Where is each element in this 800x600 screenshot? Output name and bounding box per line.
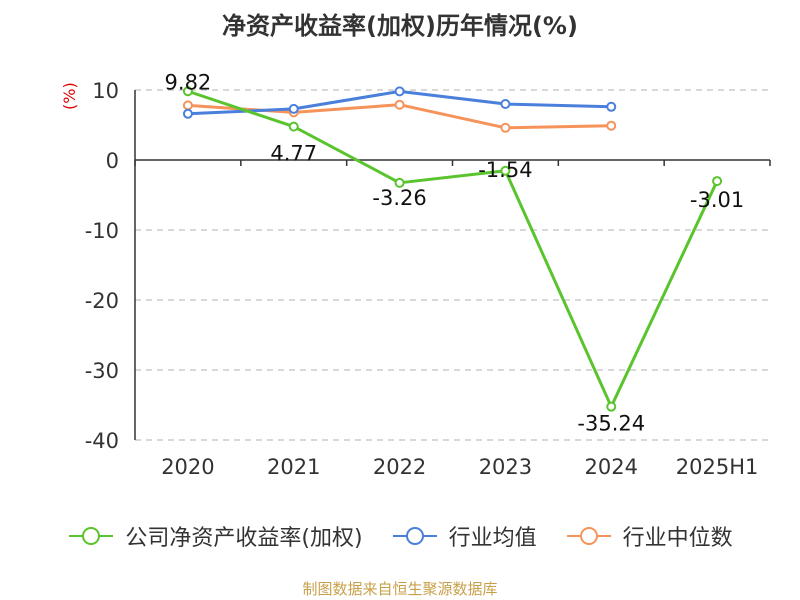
legend-marker-icon xyxy=(69,527,114,545)
x-tick-label: 2020 xyxy=(161,455,214,479)
legend-label: 行业均值 xyxy=(448,526,537,551)
series-line xyxy=(187,89,719,409)
data-labels: 9.82 4.77 -3.26 -1.54 -35.24 -3.01 xyxy=(165,70,745,435)
x-tick-label: 2021 xyxy=(267,455,320,479)
y-tick-label: -10 xyxy=(85,219,119,243)
x-tick-label: 2022 xyxy=(373,455,426,479)
grid-lines xyxy=(135,89,770,441)
x-tick-label: 2023 xyxy=(479,455,532,479)
legend: 公司净资产收益率(加权) 行业均值 行业中位数 xyxy=(0,520,800,552)
data-label: -1.54 xyxy=(478,158,532,182)
data-point[interactable] xyxy=(394,177,405,188)
data-point[interactable] xyxy=(288,121,299,132)
chart-title: 净资产收益率(加权)历年情况(%) xyxy=(222,12,578,40)
data-label: -3.01 xyxy=(690,188,744,212)
data-point[interactable] xyxy=(712,176,723,187)
data-point[interactable] xyxy=(500,165,511,176)
legend-marker-icon xyxy=(392,527,437,545)
data-label: -35.24 xyxy=(577,412,645,436)
y-tick-label: -20 xyxy=(85,289,119,313)
data-label: -3.26 xyxy=(372,186,426,210)
data-point[interactable] xyxy=(288,103,299,114)
legend-label: 公司净资产收益率(加权) xyxy=(125,526,363,551)
legend-item-company-roe[interactable]: 公司净资产收益率(加权) xyxy=(67,520,363,552)
data-point[interactable] xyxy=(394,99,405,110)
legend-item-industry-mean[interactable]: 行业均值 xyxy=(391,520,537,552)
legend-marker-icon xyxy=(566,527,611,545)
y-tick-label: 10 xyxy=(92,79,119,103)
axes: 10 0 -10 -20 -30 -40 2020 2021 2022 2023 2024 2025H… xyxy=(85,79,771,479)
data-point[interactable] xyxy=(500,99,511,109)
legend-label: 行业中位数 xyxy=(622,526,733,551)
y-tick-label: -30 xyxy=(85,359,119,383)
data-point[interactable] xyxy=(606,101,617,112)
data-point[interactable] xyxy=(500,122,511,133)
x-tick-label: 2025H1 xyxy=(676,455,759,479)
series-lines xyxy=(182,86,723,412)
data-point[interactable] xyxy=(394,86,405,97)
data-point[interactable] xyxy=(182,108,193,119)
data-point[interactable] xyxy=(606,120,617,131)
y-tick-label: -40 xyxy=(85,429,119,453)
data-label: 4.77 xyxy=(270,142,317,166)
source-footer: 制图数据来自恒生聚源数据库 xyxy=(302,580,498,598)
data-label: 9.82 xyxy=(165,70,212,94)
legend-item-industry-median[interactable]: 行业中位数 xyxy=(565,520,733,552)
data-point[interactable] xyxy=(182,100,193,111)
data-point[interactable] xyxy=(182,86,193,97)
y-tick-label: 0 xyxy=(106,149,119,173)
line-chart: 10 0 -10 -20 -30 -40 2020 2021 2022 2023 2024 2025H… xyxy=(85,70,771,479)
x-tick-label: 2024 xyxy=(585,455,638,479)
data-point[interactable] xyxy=(606,401,617,412)
